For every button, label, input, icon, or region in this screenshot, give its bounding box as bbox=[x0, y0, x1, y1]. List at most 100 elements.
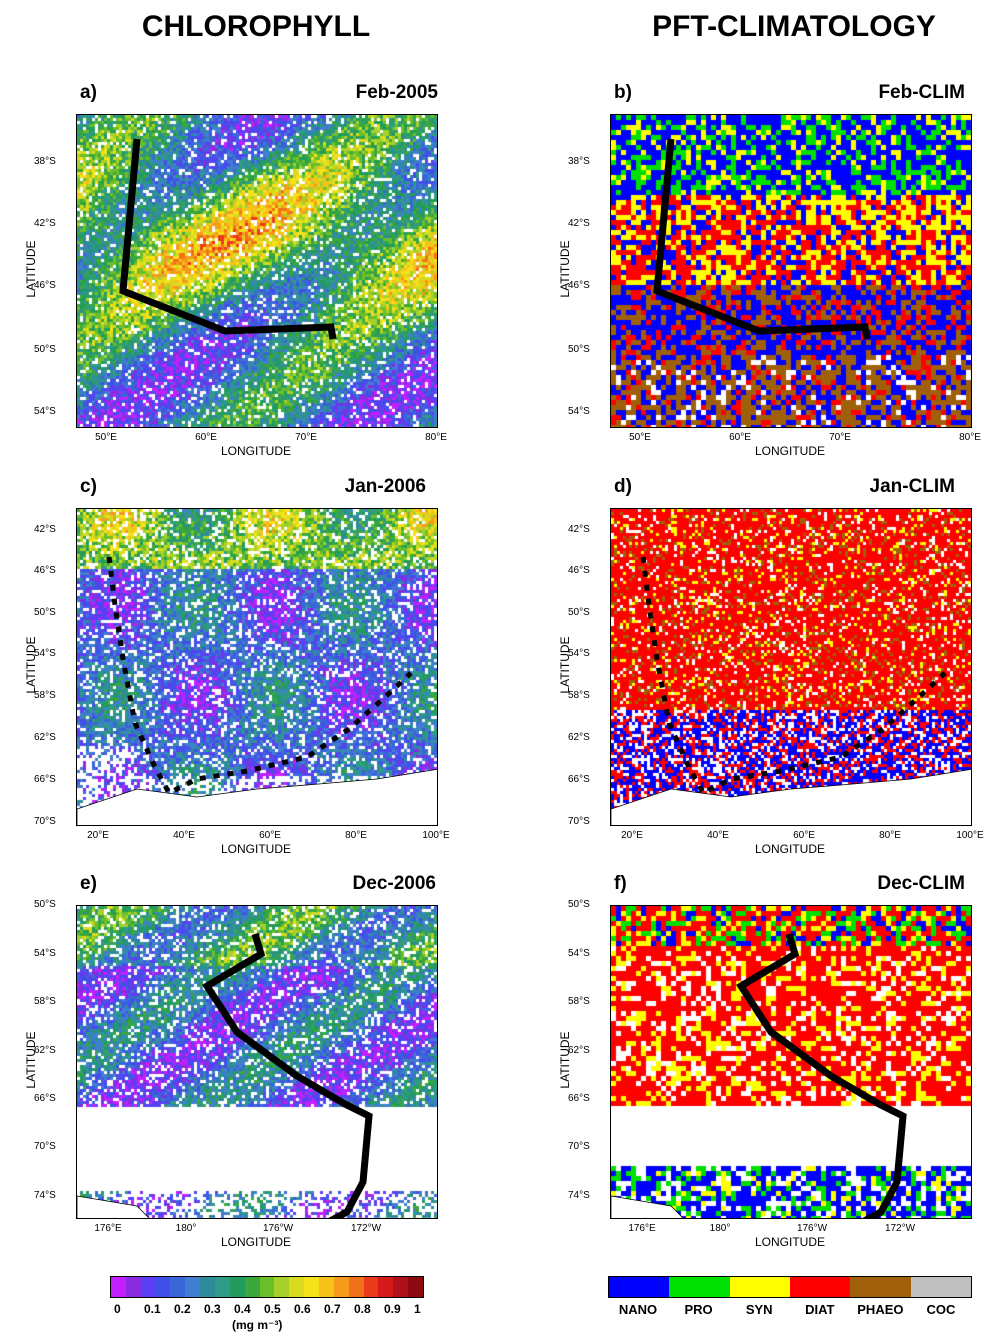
track-overlay-a bbox=[119, 138, 337, 340]
colorbar-tick-0: 0 bbox=[114, 1302, 121, 1316]
panel-f-date: Dec-CLIM bbox=[877, 873, 965, 894]
ship-track-c bbox=[106, 556, 413, 797]
lat-tick-e-6: 74°S bbox=[34, 1190, 56, 1201]
pft-label-syn: SYN bbox=[745, 1302, 773, 1317]
panel-f-label: f) bbox=[614, 873, 627, 894]
ship-track-b bbox=[653, 138, 871, 340]
colorbar-swatch-8 bbox=[229, 1277, 245, 1297]
ship-track-d bbox=[640, 556, 947, 797]
panel-b-label: b) bbox=[614, 82, 632, 103]
map-panel-a bbox=[76, 114, 438, 428]
lat-tick-d-1: 46°S bbox=[568, 565, 590, 576]
xlabel-b: LONGITUDE bbox=[754, 444, 825, 458]
chlorophyll-colorbar bbox=[110, 1276, 424, 1298]
lat-tick-d-7: 70°S bbox=[568, 816, 590, 827]
coastline-e bbox=[77, 1195, 150, 1218]
lon-tick-f-1: 180° bbox=[709, 1223, 731, 1234]
lon-tick-c-2: 60°E bbox=[259, 830, 281, 841]
lat-tick-c-5: 62°S bbox=[34, 732, 56, 743]
lon-tick-e-3: 172°W bbox=[350, 1223, 382, 1234]
panel-a-label: a) bbox=[80, 82, 97, 103]
colorbar-swatch-20 bbox=[408, 1277, 424, 1297]
track-overlay-e bbox=[77, 932, 373, 1218]
panel-d-label: d) bbox=[614, 476, 632, 497]
coastline-c bbox=[77, 768, 437, 825]
lon-tick-a-2: 70°E bbox=[295, 432, 317, 443]
chlorophyll-column-title: CHLOROPHYLL bbox=[141, 10, 371, 43]
colorbar-swatch-13 bbox=[304, 1277, 320, 1297]
lon-tick-e-2: 176°W bbox=[262, 1223, 294, 1234]
coastline-f bbox=[611, 1195, 684, 1218]
lat-tick-c-7: 70°S bbox=[34, 816, 56, 827]
lat-tick-e-3: 62°S bbox=[34, 1045, 56, 1056]
colorbar-swatch-1 bbox=[125, 1277, 141, 1297]
ylabel-e: LATITUDE bbox=[24, 1031, 38, 1089]
xlabel-f: LONGITUDE bbox=[754, 1235, 825, 1249]
lon-tick-e-1: 180° bbox=[175, 1223, 197, 1234]
lat-tick-a-1: 42°S bbox=[34, 218, 56, 229]
chlorophyll-units: (mg m⁻³) bbox=[232, 1318, 283, 1332]
lat-tick-a-4: 54°S bbox=[34, 406, 56, 417]
colorbar-swatch-18 bbox=[378, 1277, 394, 1297]
lon-tick-c-3: 80°E bbox=[345, 830, 367, 841]
xlabel-a: LONGITUDE bbox=[220, 444, 291, 458]
pft-swatch-phaeo bbox=[850, 1277, 911, 1297]
lon-tick-b-1: 60°E bbox=[729, 432, 751, 443]
map-panel-e bbox=[76, 905, 438, 1219]
lon-tick-f-3: 172°W bbox=[884, 1223, 916, 1234]
lon-tick-f-0: 176°E bbox=[628, 1223, 656, 1234]
lat-tick-d-0: 42°S bbox=[568, 524, 590, 535]
lat-tick-a-2: 46°S bbox=[34, 280, 56, 291]
colorbar-swatch-12 bbox=[289, 1277, 305, 1297]
lat-tick-d-6: 66°S bbox=[568, 774, 590, 785]
lat-tick-d-5: 62°S bbox=[568, 732, 590, 743]
lat-tick-e-4: 66°S bbox=[34, 1093, 56, 1104]
map-field-d bbox=[611, 509, 971, 825]
lat-tick-d-2: 50°S bbox=[568, 607, 590, 618]
track-overlay-c bbox=[77, 556, 437, 825]
colorbar-tick-5: 0.5 bbox=[264, 1302, 281, 1316]
lon-tick-c-0: 20°E bbox=[87, 830, 109, 841]
track-overlay-d bbox=[611, 556, 971, 825]
colorbar-swatch-9 bbox=[244, 1277, 260, 1297]
pft-label-pro: PRO bbox=[684, 1302, 713, 1317]
colorbar-swatch-7 bbox=[215, 1277, 230, 1297]
colorbar-swatch-10 bbox=[259, 1277, 275, 1297]
lat-tick-c-6: 66°S bbox=[34, 774, 56, 785]
pft-swatch-nano bbox=[609, 1277, 670, 1297]
map-field-c bbox=[77, 509, 437, 825]
pft-label-nano: NANO bbox=[618, 1302, 658, 1317]
pft-label-diat: DIAT bbox=[805, 1302, 835, 1317]
lon-tick-d-3: 80°E bbox=[879, 830, 901, 841]
lat-tick-c-0: 42°S bbox=[34, 524, 56, 535]
lat-tick-b-0: 38°S bbox=[568, 156, 590, 167]
pft-label-coc: COC bbox=[926, 1302, 956, 1317]
lon-tick-b-2: 70°E bbox=[829, 432, 851, 443]
colorbar-swatch-17 bbox=[363, 1277, 379, 1297]
lat-tick-b-4: 54°S bbox=[568, 406, 590, 417]
xlabel-c: LONGITUDE bbox=[220, 842, 291, 856]
lat-tick-f-3: 62°S bbox=[568, 1045, 590, 1056]
lon-tick-b-0: 50°E bbox=[629, 432, 651, 443]
pft-swatch-diat bbox=[789, 1277, 851, 1297]
ylabel-b: LATITUDE bbox=[558, 240, 572, 298]
colorbar-swatch-6 bbox=[200, 1277, 216, 1297]
lat-tick-d-3: 54°S bbox=[568, 648, 590, 659]
coastline-d bbox=[611, 768, 971, 825]
lat-tick-d-4: 58°S bbox=[568, 690, 590, 701]
map-panel-d bbox=[610, 508, 972, 826]
map-panel-b bbox=[610, 114, 972, 428]
lon-tick-a-0: 50°E bbox=[95, 432, 117, 443]
colorbar-tick-10: 1 bbox=[414, 1302, 421, 1316]
lon-tick-d-4: 100°E bbox=[956, 830, 984, 841]
lon-tick-d-1: 40°E bbox=[707, 830, 729, 841]
colorbar-tick-2: 0.2 bbox=[174, 1302, 191, 1316]
lat-tick-b-2: 46°S bbox=[568, 280, 590, 291]
lon-tick-c-4: 100°E bbox=[422, 830, 450, 841]
lon-tick-d-0: 20°E bbox=[621, 830, 643, 841]
lat-tick-e-2: 58°S bbox=[34, 996, 56, 1007]
lat-tick-c-2: 50°S bbox=[34, 607, 56, 618]
pft-label-phaeo: PHAEO bbox=[857, 1302, 904, 1317]
lon-tick-e-0: 176°E bbox=[94, 1223, 122, 1234]
lat-tick-f-5: 70°S bbox=[568, 1141, 590, 1152]
